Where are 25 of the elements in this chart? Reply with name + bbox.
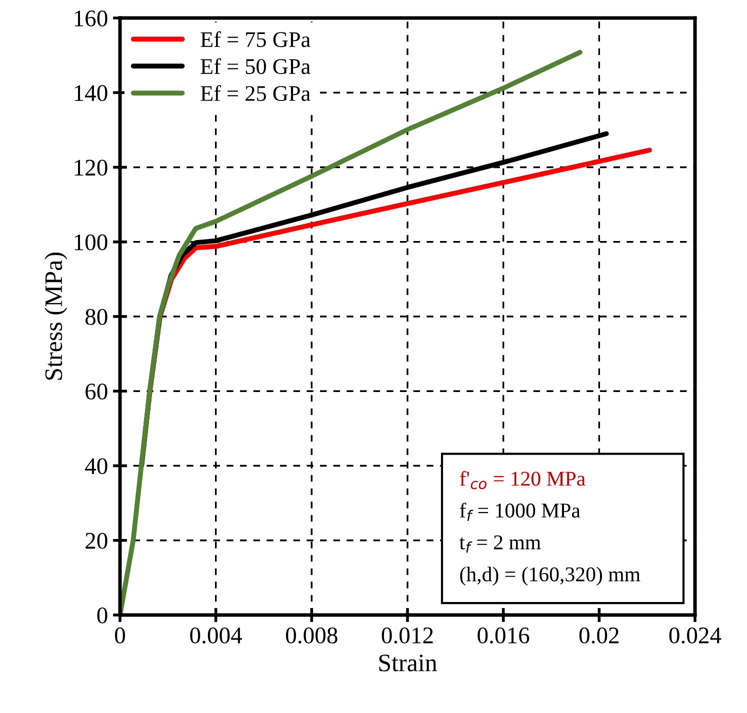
annotation: f$_{f}$ = 1000 MPa — [460, 502, 580, 521]
y-tick-label: 0 — [97, 607, 108, 624]
legend-label: Ef = 75 GPa — [200, 31, 310, 48]
legend-label: Ef = 50 GPa — [200, 58, 310, 74]
x-tick-label: 0.008 — [286, 627, 338, 644]
x-tick-label: 0.02 — [579, 627, 619, 644]
y-tick-label: 140 — [74, 85, 108, 102]
x-tick-label: 0 — [114, 627, 126, 644]
y-tick-label: 120 — [74, 160, 108, 176]
x-tick-label: 0.024 — [669, 627, 722, 644]
x-axis-title: Strain — [379, 654, 437, 672]
y-tick-label: 40 — [85, 458, 108, 474]
y-tick-label: 160 — [74, 10, 108, 26]
legend-label: Ef = 25 GPa — [200, 85, 310, 102]
x-tick-label: 0.012 — [382, 627, 433, 644]
y-axis-title: Stress (MPa) — [44, 252, 68, 380]
y-tick-label: 80 — [85, 308, 108, 325]
y-tick-label: 60 — [86, 384, 108, 400]
x-tick-label: 0.016 — [478, 627, 530, 644]
x-tick-label: 0.004 — [190, 627, 242, 644]
annotation: t$_{f}$ = 2 mm — [459, 535, 541, 553]
annotation: f'$_{co}$ = 120 MPa — [460, 470, 586, 490]
y-tick-label: 20 — [86, 532, 108, 549]
y-tick-label: 100 — [74, 234, 108, 250]
annotation: (h,d) = (160,320) mm — [460, 566, 640, 586]
